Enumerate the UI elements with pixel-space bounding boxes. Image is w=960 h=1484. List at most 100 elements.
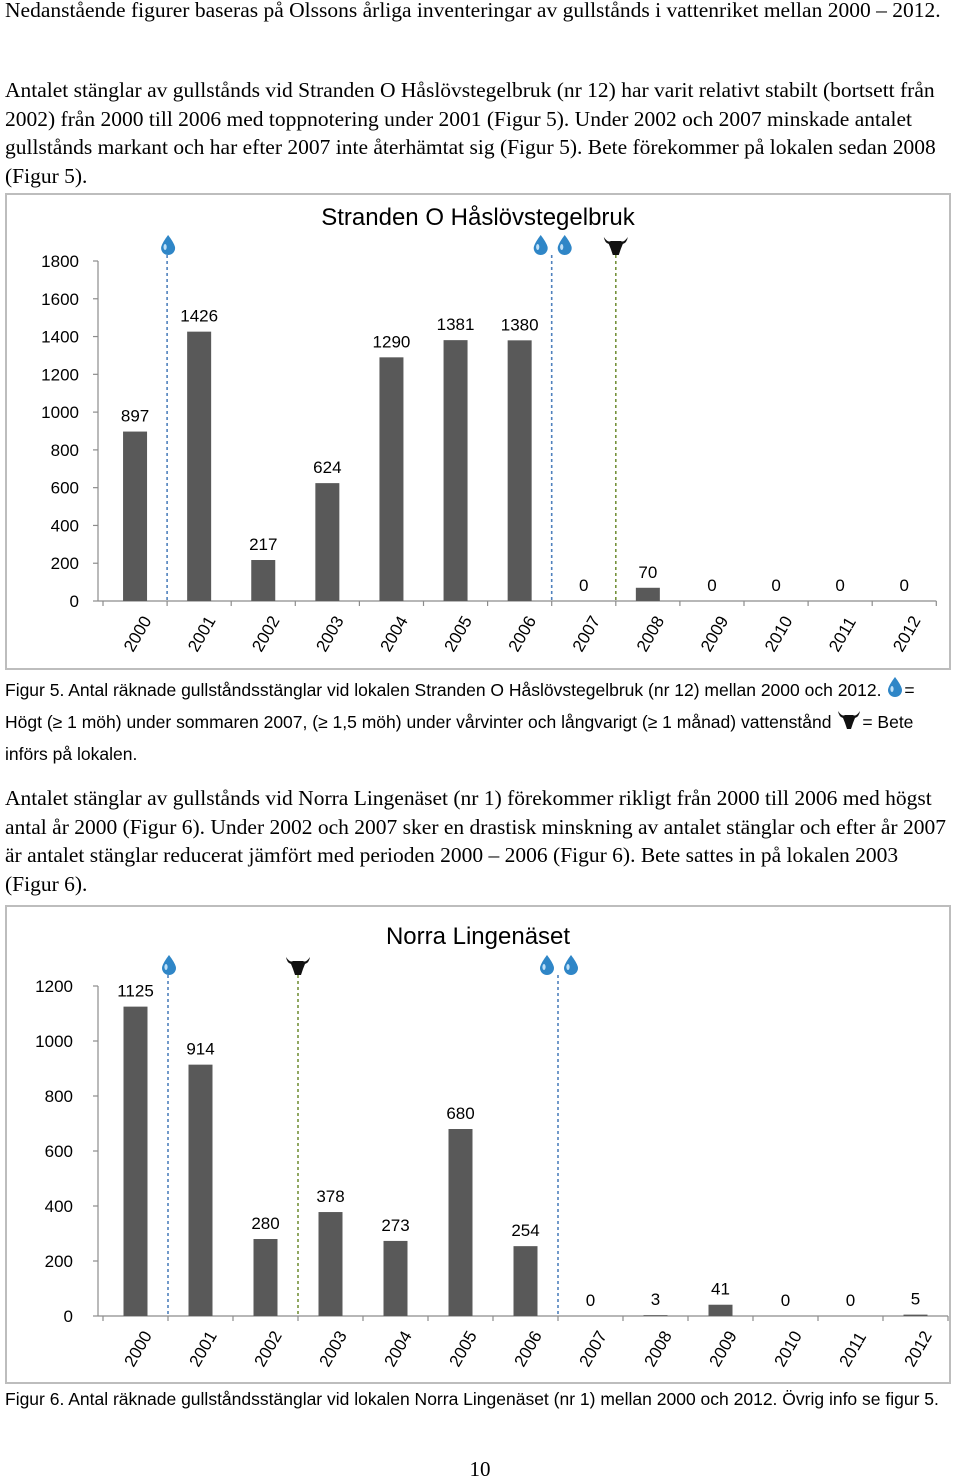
value-label-2004: 273 xyxy=(381,1216,409,1235)
cow-shape xyxy=(286,957,310,975)
y-tick-label: 1000 xyxy=(35,1032,73,1051)
x-tick-label-2006: 2006 xyxy=(505,613,540,655)
water-drop-icon xyxy=(564,955,578,975)
chart-title: Norra Lingenäset xyxy=(386,923,570,950)
bar-2005 xyxy=(443,340,468,601)
bar-2000 xyxy=(123,1006,148,1316)
cow-shape xyxy=(603,237,628,255)
chart-stranden-svg: Stranden O Håslövstegelbruk0200400600800… xyxy=(41,204,937,655)
x-tick-label-2004: 2004 xyxy=(376,613,411,655)
value-label-2001: 1426 xyxy=(180,307,218,326)
water-drop-shape xyxy=(540,955,554,975)
intro-paragraph: Nedanstående figurer baseras på Olssons … xyxy=(5,0,941,22)
water-drop-shape xyxy=(557,235,572,255)
value-label-2006: 1380 xyxy=(501,315,539,334)
paragraph-stranden: Antalet stänglar av gullstånds vid Stran… xyxy=(5,78,936,188)
figure-5-caption-grazing-text: = Bete införs på lokalen. xyxy=(5,711,914,764)
value-label-2007: 0 xyxy=(586,1291,595,1310)
value-label-2006: 254 xyxy=(511,1221,539,1240)
value-label-2005: 680 xyxy=(446,1104,474,1123)
y-tick-label: 200 xyxy=(51,554,79,573)
page-number: 10 xyxy=(469,1457,491,1481)
y-tick-label: 1200 xyxy=(35,977,73,996)
value-label-2008: 70 xyxy=(638,563,657,582)
water-drop-icon xyxy=(161,235,176,255)
bar-2009 xyxy=(708,1304,733,1316)
value-label-2001: 914 xyxy=(186,1040,214,1059)
x-tick-label-2007: 2007 xyxy=(569,613,604,655)
value-label-2012: 5 xyxy=(911,1290,920,1309)
x-tick-label-2008: 2008 xyxy=(633,613,668,655)
y-tick-label: 400 xyxy=(45,1197,73,1216)
y-tick-label: 800 xyxy=(51,441,79,460)
value-label-2012: 0 xyxy=(900,576,909,595)
bar-2005 xyxy=(448,1129,473,1316)
x-tick-label-2002: 2002 xyxy=(251,1328,286,1370)
x-tick-label-2005: 2005 xyxy=(446,1328,481,1370)
bar-2000 xyxy=(123,431,148,601)
x-tick-label-2004: 2004 xyxy=(381,1328,416,1370)
x-tick-label-2010: 2010 xyxy=(771,1328,806,1370)
y-tick-label: 800 xyxy=(45,1087,73,1106)
bar-2004 xyxy=(383,1240,408,1316)
water-drop-highlight xyxy=(566,964,570,970)
y-tick-label: 0 xyxy=(70,592,79,611)
bar-2006 xyxy=(507,340,532,601)
y-tick-label: 1600 xyxy=(41,290,79,309)
y-tick-label: 200 xyxy=(45,1252,73,1271)
bar-2003 xyxy=(315,483,340,601)
x-tick-label-2011: 2011 xyxy=(836,1329,871,1370)
value-label-2005: 1381 xyxy=(437,315,475,334)
water-drop-highlight xyxy=(560,244,564,250)
x-tick-label-2006: 2006 xyxy=(511,1328,546,1370)
bar-2001 xyxy=(188,1064,213,1316)
value-label-2011: 0 xyxy=(846,1291,855,1310)
value-label-2009: 41 xyxy=(711,1280,730,1299)
y-tick-label: 400 xyxy=(51,516,79,535)
y-tick-label: 1000 xyxy=(41,403,79,422)
water-drop-icon xyxy=(162,955,176,975)
value-label-2000: 897 xyxy=(121,407,149,426)
water-drop-shape xyxy=(162,955,176,975)
value-label-2011: 0 xyxy=(835,576,844,595)
y-tick-label: 0 xyxy=(64,1307,73,1326)
bar-2008 xyxy=(643,1315,668,1316)
x-tick-label-2010: 2010 xyxy=(761,613,796,655)
y-tick-label: 600 xyxy=(51,479,79,498)
cow-icon xyxy=(836,708,862,739)
x-tick-label-2003: 2003 xyxy=(316,1328,351,1370)
bar-2001 xyxy=(187,331,212,601)
bar-2004 xyxy=(379,357,404,601)
value-label-2009: 0 xyxy=(707,576,716,595)
x-tick-label-2011: 2011 xyxy=(825,614,860,655)
value-label-2010: 0 xyxy=(781,1291,790,1310)
water-drop-highlight xyxy=(164,964,168,970)
value-label-2008: 3 xyxy=(651,1290,660,1309)
water-drop-icon xyxy=(540,955,554,975)
x-tick-label-2003: 2003 xyxy=(312,613,347,655)
x-tick-label-2001: 2001 xyxy=(184,613,219,655)
water-drop-highlight xyxy=(163,244,167,250)
x-tick-label-2001: 2001 xyxy=(186,1328,221,1370)
value-label-2010: 0 xyxy=(771,576,780,595)
paragraph-lingenaset: Antalet stänglar av gullstånds vid Norra… xyxy=(5,786,946,896)
bar-2008 xyxy=(635,587,660,601)
water-drop-icon xyxy=(533,235,548,255)
figure-5-caption-water-text: = Högt (≥ 1 möh) under sommaren 2007, (≥… xyxy=(5,680,915,732)
water-drop-shape xyxy=(564,955,578,975)
water-drop-shape xyxy=(533,235,548,255)
bar-2012 xyxy=(903,1314,928,1316)
figure-5-caption-text: Figur 5. Antal räknade gullståndsstängla… xyxy=(5,680,882,700)
value-label-2002: 280 xyxy=(251,1214,279,1233)
value-label-2000: 1125 xyxy=(117,982,154,1001)
x-tick-label-2012: 2012 xyxy=(889,613,924,655)
x-tick-label-2008: 2008 xyxy=(641,1328,676,1370)
x-tick-label-2009: 2009 xyxy=(697,613,732,655)
value-label-2003: 624 xyxy=(313,458,341,477)
x-tick-label-2000: 2000 xyxy=(121,1328,156,1370)
x-tick-label-2005: 2005 xyxy=(441,613,476,655)
y-tick-label: 1200 xyxy=(41,365,79,384)
value-label-2003: 378 xyxy=(316,1187,344,1206)
value-label-2007: 0 xyxy=(579,576,588,595)
